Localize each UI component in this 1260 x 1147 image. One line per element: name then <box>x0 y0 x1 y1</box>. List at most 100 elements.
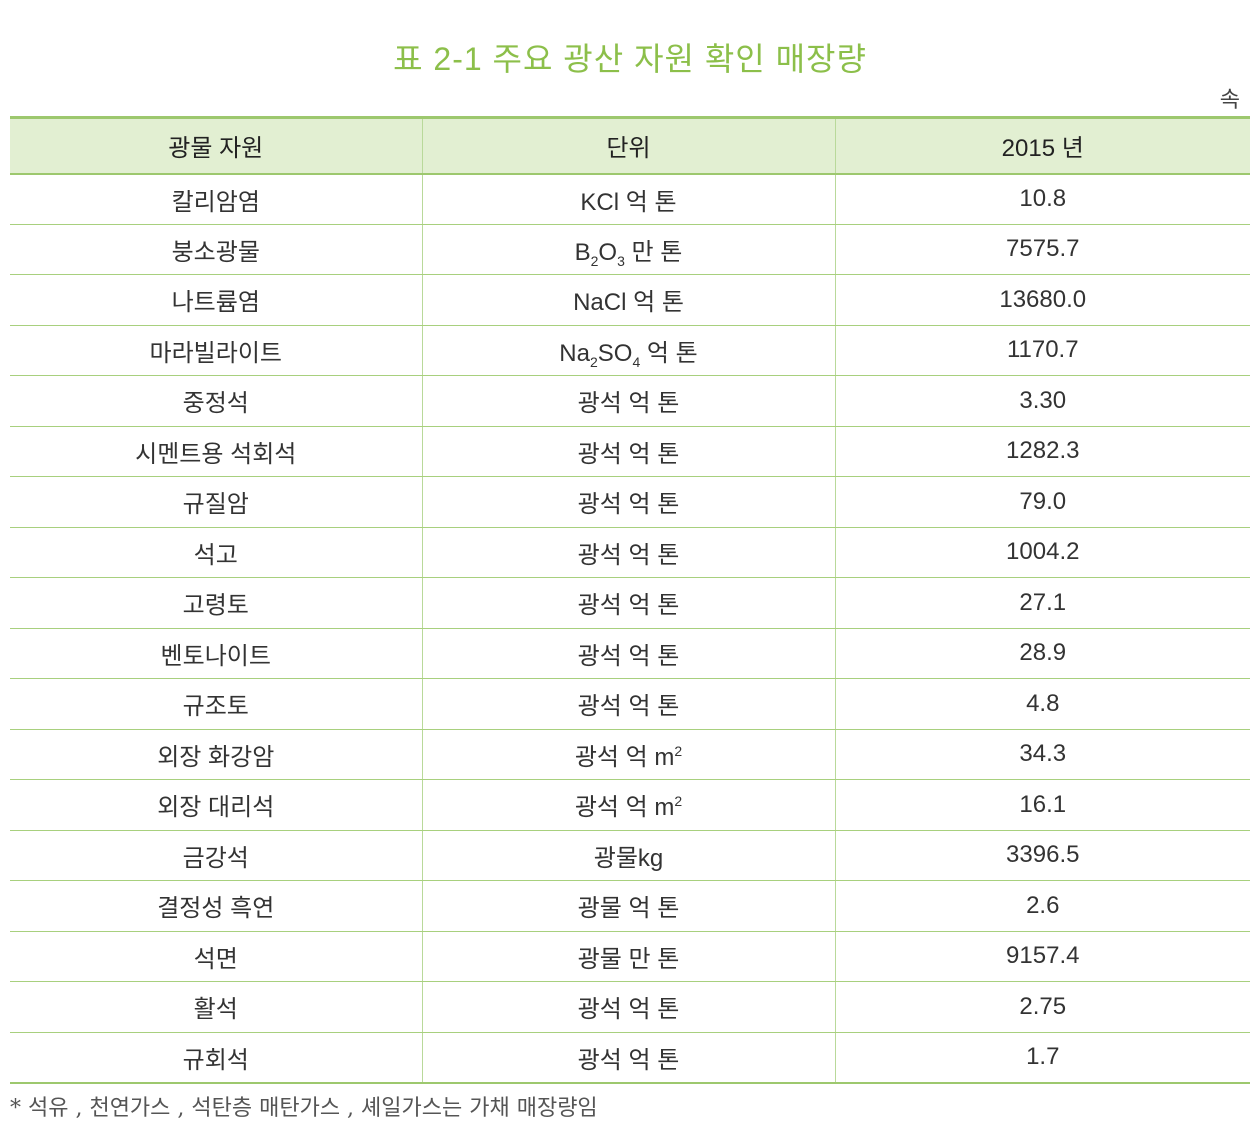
unit-text: 광석 억 톤 <box>577 592 680 620</box>
resource-name: 규조토 <box>10 678 423 730</box>
value-2015: 7575.7 <box>834 224 1250 275</box>
table-row: 금강석 광물kg 3396.5 <box>10 830 1250 881</box>
header-resource: 광물 자원 <box>10 116 423 175</box>
value-2015: 9157.4 <box>834 931 1250 982</box>
value-2015: 10.8 <box>834 173 1250 225</box>
table-row: 결정성 흑연 광물 억 톤 2.6 <box>10 880 1250 932</box>
header-unit: 단위 <box>421 116 836 175</box>
resource-name: 금강석 <box>10 830 423 881</box>
table-body: 칼리암염 KCl 억 톤 10.8 붕소광물 B2O3 만 톤 7575.7 나트륨염 NaC… <box>10 173 1250 1084</box>
unit-cell: 광석 억 톤 <box>421 527 836 578</box>
reserves-table: 광물 자원 단위 2015 년 칼리암염 KCl 억 톤 10.8 붕소광물 B2O3 … <box>10 116 1250 1084</box>
header-row: 광물 자원 단위 2015 년 <box>10 116 1250 175</box>
table-row: 시멘트용 석회석 광석 억 톤 1282.3 <box>10 426 1250 477</box>
unit-text: 만 톤 <box>624 238 683 266</box>
table-row: 붕소광물 B2O3 만 톤 7575.7 <box>10 224 1250 275</box>
unit-text: B <box>574 238 591 266</box>
unit-superscript: 2 <box>674 742 683 759</box>
unit-cell: 광석 억 톤 <box>421 981 836 1033</box>
table-row: 마라빌라이트 Na2SO4 억 톤 1170.7 <box>10 325 1250 376</box>
footnote: * 석유 , 천연가스 , 석탄층 매탄가스 , 셰일가스는 가채 매장량임 <box>10 1096 598 1121</box>
unit-text: 광석 억 톤 <box>577 1046 680 1074</box>
value-2015: 1004.2 <box>834 527 1250 578</box>
resource-name: 외장 화강암 <box>10 729 423 780</box>
table-row: 규질암 광석 억 톤 79.0 <box>10 476 1250 528</box>
value-2015: 16.1 <box>834 779 1250 831</box>
unit-text: KCl 억 톤 <box>580 188 677 216</box>
value-2015: 1170.7 <box>834 325 1250 376</box>
table-row: 석면 광물 만 톤 9157.4 <box>10 931 1250 982</box>
unit-cell: 광물kg <box>421 830 836 881</box>
resource-name: 나트륨염 <box>10 274 423 326</box>
unit-cell: KCl 억 톤 <box>421 173 836 225</box>
table-row: 고령토 광석 억 톤 27.1 <box>10 577 1250 629</box>
unit-text: 광물 만 톤 <box>577 945 680 973</box>
unit-text: SO <box>597 339 633 367</box>
value-2015: 34.3 <box>834 729 1250 780</box>
unit-cell: 광석 억 톤 <box>421 476 836 528</box>
value-2015: 79.0 <box>834 476 1250 528</box>
value-2015: 3.30 <box>834 375 1250 427</box>
resource-name: 중정석 <box>10 375 423 427</box>
unit-cell: 광석 억 톤 <box>421 426 836 477</box>
table-row: 칼리암염 KCl 억 톤 10.8 <box>10 173 1250 225</box>
unit-text: 광석 억 톤 <box>577 693 680 721</box>
resource-name: 시멘트용 석회석 <box>10 426 423 477</box>
value-2015: 28.9 <box>834 628 1250 679</box>
continued-mark: 속 <box>1219 87 1240 112</box>
unit-cell: Na2SO4 억 톤 <box>421 325 836 376</box>
unit-text: 광물 억 톤 <box>577 895 680 923</box>
unit-cell: 광석 억 톤 <box>421 375 836 427</box>
unit-text: NaCl 억 톤 <box>573 289 684 317</box>
unit-text: 광석 억 톤 <box>577 996 680 1024</box>
table-row: 활석 광석 억 톤 2.75 <box>10 981 1250 1033</box>
resource-name: 규회석 <box>10 1032 423 1084</box>
unit-cell: B2O3 만 톤 <box>421 224 836 275</box>
unit-text: 광석 억 m <box>574 794 675 822</box>
value-2015: 4.8 <box>834 678 1250 730</box>
value-2015: 1.7 <box>834 1032 1250 1084</box>
resource-name: 마라빌라이트 <box>10 325 423 376</box>
unit-subscript: 2 <box>590 252 599 269</box>
resource-name: 칼리암염 <box>10 173 423 225</box>
value-2015: 27.1 <box>834 577 1250 629</box>
unit-text: 광물kg <box>593 844 664 872</box>
unit-text: 광석 억 톤 <box>577 491 680 519</box>
unit-text: Na <box>559 339 590 367</box>
unit-subscript: 3 <box>617 252 625 269</box>
table-row: 나트륨염 NaCl 억 톤 13680.0 <box>10 274 1250 326</box>
unit-subscript: 2 <box>589 353 598 370</box>
unit-cell: 광물 만 톤 <box>421 931 836 982</box>
value-2015: 1282.3 <box>834 426 1250 477</box>
unit-text: 광석 억 톤 <box>577 440 680 468</box>
table-title: 표 2-1 주요 광산 자원 확인 매장량 <box>393 41 867 77</box>
unit-cell: 광석 억 톤 <box>421 577 836 629</box>
unit-superscript: 2 <box>674 793 683 810</box>
table-row: 규조토 광석 억 톤 4.8 <box>10 678 1250 730</box>
header-year: 2015 년 <box>834 116 1250 175</box>
table-row: 벤토나이트 광석 억 톤 28.9 <box>10 628 1250 679</box>
resource-name: 결정성 흑연 <box>10 880 423 932</box>
table-row: 석고 광석 억 톤 1004.2 <box>10 527 1250 578</box>
resource-name: 고령토 <box>10 577 423 629</box>
table-row: 중정석 광석 억 톤 3.30 <box>10 375 1250 427</box>
resource-name: 활석 <box>10 981 423 1033</box>
unit-cell: NaCl 억 톤 <box>421 274 836 326</box>
unit-cell: 광석 억 m2 <box>421 729 836 780</box>
resource-name: 벤토나이트 <box>10 628 423 679</box>
table-row: 규회석 광석 억 톤 1.7 <box>10 1032 1250 1084</box>
table-row: 외장 화강암 광석 억 m2 34.3 <box>10 729 1250 780</box>
unit-cell: 광석 억 톤 <box>421 1032 836 1084</box>
unit-text: 광석 억 m <box>574 743 675 771</box>
unit-text: 광석 억 톤 <box>577 390 680 418</box>
unit-cell: 광물 억 톤 <box>421 880 836 932</box>
value-2015: 13680.0 <box>834 274 1250 326</box>
unit-cell: 광석 억 톤 <box>421 628 836 679</box>
value-2015: 3396.5 <box>834 830 1250 881</box>
resource-name: 붕소광물 <box>10 224 423 275</box>
resource-name: 석고 <box>10 527 423 578</box>
resource-name: 석면 <box>10 931 423 982</box>
resource-name: 규질암 <box>10 476 423 528</box>
value-2015: 2.6 <box>834 880 1250 932</box>
value-2015: 2.75 <box>834 981 1250 1033</box>
